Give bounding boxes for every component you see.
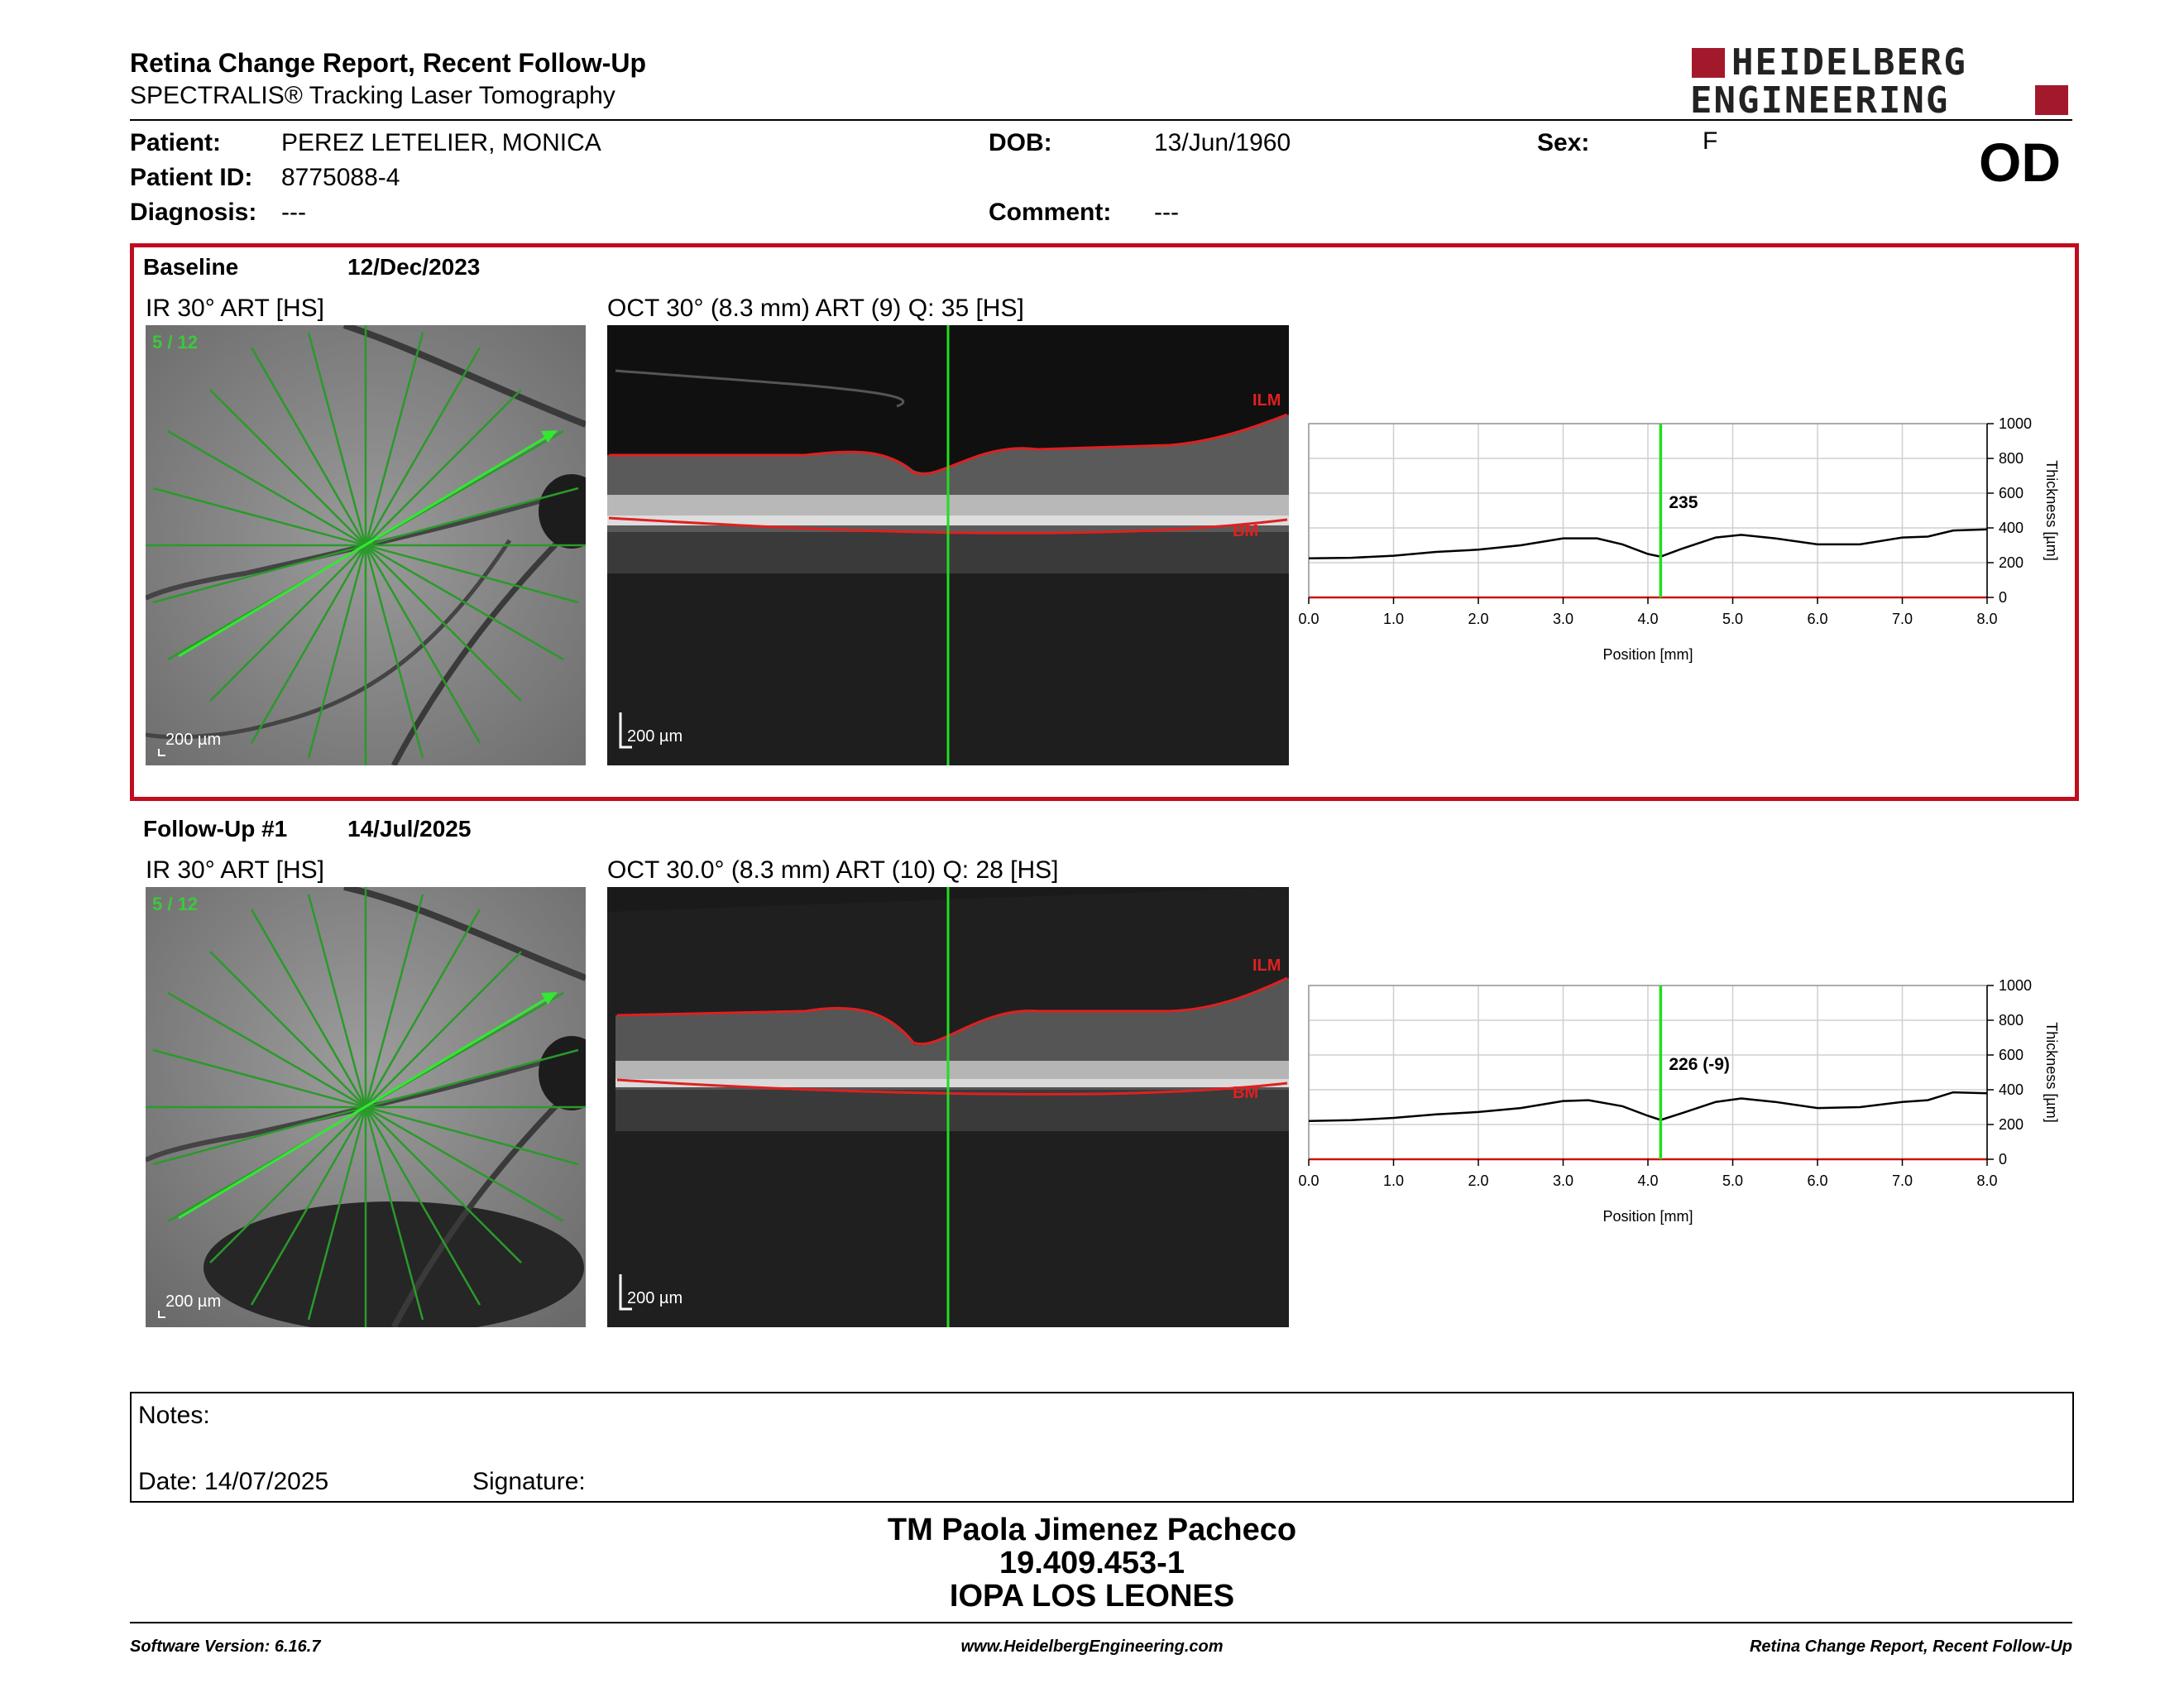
- x-tick-label: 1.0: [1383, 611, 1404, 627]
- baseline-ir-svg: [146, 325, 586, 765]
- signer-institution: IOPA LOS LEONES: [949, 1579, 1235, 1614]
- x-tick-label: 4.0: [1637, 1172, 1658, 1189]
- report-subtitle: SPECTRALIS® Tracking Laser Tomography: [130, 82, 615, 109]
- footer-report-name: Retina Change Report, Recent Follow-Up: [1749, 1638, 2072, 1656]
- y-tick-label: 600: [1999, 1047, 2024, 1063]
- header-divider: [130, 119, 2072, 121]
- x-tick-label: 8.0: [1976, 1172, 1997, 1189]
- followup-ir-scale: 200 µm: [165, 1292, 222, 1311]
- x-tick-label: 1.0: [1383, 1172, 1404, 1189]
- followup-thickness-chart: 0.0 1.0 2.0 3.0 4.0 5.0 6.0 7.0 8.00 200 400 600 800…: [1298, 977, 2060, 1225]
- notes-label: Notes:: [138, 1402, 210, 1429]
- website-link[interactable]: www.HeidelbergEngineering.com: [960, 1638, 1224, 1656]
- patient-id-label: Patient ID:: [130, 164, 253, 191]
- x-tick-label: 5.0: [1722, 611, 1743, 627]
- followup-scan-index: 5 / 12: [152, 894, 199, 914]
- eye-label: OD: [1979, 132, 2061, 193]
- y-tick-label: 400: [1999, 1081, 2024, 1098]
- dob-value: 13/Jun/1960: [1154, 129, 1291, 156]
- x-tick-label: 3.0: [1553, 611, 1573, 627]
- y-tick-label: 600: [1999, 485, 2024, 501]
- y-tick-label: 200: [1999, 1116, 2024, 1133]
- diagnosis-value: ---: [281, 199, 306, 226]
- patient-label: Patient:: [130, 129, 222, 156]
- baseline-bm-label: BM: [1233, 522, 1259, 540]
- logo-line1: HEIDELBERG: [1731, 41, 1967, 84]
- dob-label: DOB:: [989, 129, 1052, 156]
- x-tick-label: 0.0: [1298, 611, 1319, 627]
- x-tick-label: 6.0: [1807, 611, 1827, 627]
- followup-oct-scale: 200 µm: [627, 1289, 683, 1307]
- y-tick-label: 800: [1999, 1012, 2024, 1029]
- x-tick-label: 6.0: [1807, 1172, 1827, 1189]
- diagnosis-label: Diagnosis:: [130, 199, 257, 226]
- y-tick-label: 200: [1999, 554, 2024, 571]
- footer-divider: [130, 1622, 2072, 1623]
- marker-value-label: 226 (-9): [1669, 1055, 1730, 1074]
- y-tick-label: 0: [1999, 1151, 2007, 1168]
- baseline-label: Baseline: [143, 254, 239, 280]
- y-axis-label: Thickness [µm]: [2043, 1022, 2060, 1122]
- x-tick-label: 7.0: [1892, 1172, 1913, 1189]
- report-title: Retina Change Report, Recent Follow-Up: [130, 48, 647, 78]
- x-tick-label: 2.0: [1468, 611, 1488, 627]
- baseline-frame: [130, 243, 2079, 801]
- baseline-thickness-chart: 0.0 1.0 2.0 3.0 4.0 5.0 6.0 7.0 8.00 200 400 600 800…: [1298, 415, 2060, 663]
- y-tick-label: 800: [1999, 450, 2024, 467]
- sex-label: Sex:: [1537, 129, 1590, 156]
- baseline-ir-image: 200 µm 5 / 12: [146, 325, 586, 765]
- logo-square-bottom: [2035, 85, 2068, 115]
- baseline-oct-image: ILM BM 200 µm: [607, 325, 1289, 765]
- signer-rut: 19.409.453-1: [999, 1546, 1185, 1580]
- notes-box[interactable]: Notes: Date: 14/07/2025 Signature:: [130, 1392, 2074, 1503]
- y-axis-label: Thickness [µm]: [2043, 460, 2060, 560]
- baseline-date: 12/Dec/2023: [347, 254, 481, 280]
- y-tick-label: 400: [1999, 520, 2024, 536]
- x-tick-label: 8.0: [1976, 611, 1997, 627]
- x-tick-label: 0.0: [1298, 1172, 1319, 1189]
- notes-date: Date: 14/07/2025: [138, 1468, 329, 1495]
- y-tick-label: 0: [1999, 589, 2007, 606]
- followup-oct-svg: [607, 887, 1289, 1327]
- followup-ir-image: 200 µm 5 / 12: [146, 887, 586, 1327]
- baseline-ir-scale: 200 µm: [165, 731, 222, 749]
- x-tick-label: 2.0: [1468, 1172, 1488, 1189]
- x-tick-label: 4.0: [1637, 611, 1658, 627]
- followup-ilm-label: ILM: [1252, 957, 1281, 975]
- comment-label: Comment:: [989, 199, 1112, 226]
- followup-ir-title: IR 30° ART [HS]: [146, 856, 324, 884]
- followup-label: Follow-Up #1: [143, 816, 288, 842]
- x-tick-label: 3.0: [1553, 1172, 1573, 1189]
- patient-name: PEREZ LETELIER, MONICA: [281, 129, 601, 156]
- signature-label: Signature:: [472, 1468, 586, 1495]
- baseline-oct-scale: 200 µm: [627, 727, 683, 746]
- followup-oct-title: OCT 30.0° (8.3 mm) ART (10) Q: 28 [HS]: [607, 856, 1059, 884]
- baseline-ilm-label: ILM: [1252, 391, 1281, 410]
- x-tick-label: 5.0: [1722, 1172, 1743, 1189]
- logo-square-top: [1692, 48, 1725, 78]
- baseline-oct-svg: [607, 325, 1289, 765]
- followup-oct-image: ILM BM 200 µm: [607, 887, 1289, 1327]
- marker-value-label: 235: [1669, 493, 1698, 512]
- comment-value: ---: [1154, 199, 1179, 226]
- software-version: Software Version: 6.16.7: [130, 1638, 321, 1656]
- y-tick-label: 1000: [1999, 977, 2032, 994]
- y-tick-label: 1000: [1999, 415, 2032, 432]
- logo-line2: ENGINEERING: [1690, 79, 1950, 122]
- followup-ir-svg: [146, 887, 586, 1327]
- baseline-scan-index: 5 / 12: [152, 332, 199, 352]
- sex-value: F: [1703, 127, 1718, 155]
- patient-id: 8775088-4: [281, 164, 400, 191]
- baseline-oct-title: OCT 30° (8.3 mm) ART (9) Q: 35 [HS]: [607, 295, 1024, 322]
- x-axis-label: Position [mm]: [1602, 1208, 1693, 1225]
- signer-name: TM Paola Jimenez Pacheco: [887, 1513, 1297, 1547]
- baseline-ir-title: IR 30° ART [HS]: [146, 295, 324, 322]
- followup-date: 14/Jul/2025: [347, 816, 472, 842]
- x-axis-label: Position [mm]: [1602, 646, 1693, 663]
- followup-bm-label: BM: [1233, 1084, 1259, 1102]
- x-tick-label: 7.0: [1892, 611, 1913, 627]
